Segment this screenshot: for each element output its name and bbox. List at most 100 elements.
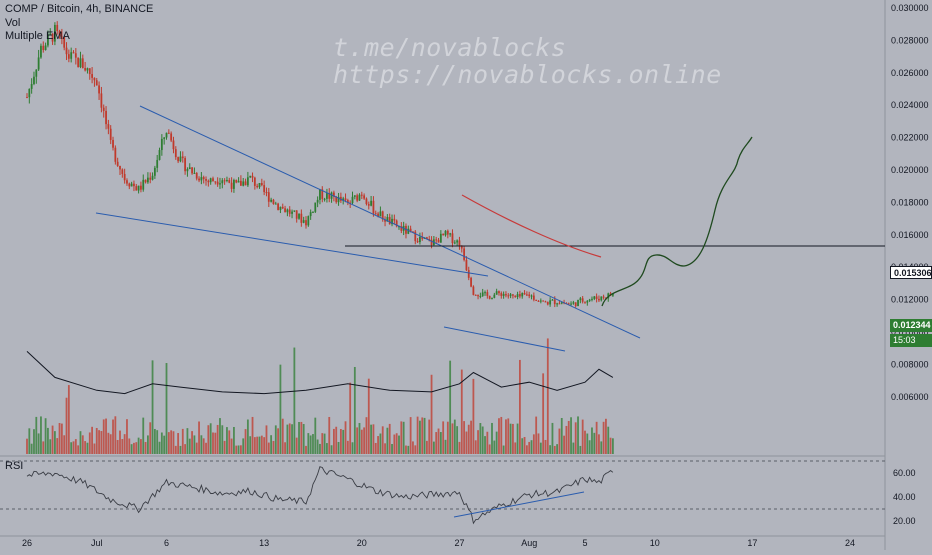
candle[interactable]: [54, 24, 56, 42]
candle[interactable]: [384, 219, 386, 222]
candle[interactable]: [295, 210, 298, 219]
candle[interactable]: [158, 150, 161, 160]
candle[interactable]: [444, 230, 447, 236]
candle[interactable]: [421, 236, 424, 239]
candle[interactable]: [512, 294, 514, 296]
candle[interactable]: [244, 181, 247, 186]
candle[interactable]: [391, 218, 393, 225]
candle[interactable]: [505, 294, 507, 296]
candle[interactable]: [137, 185, 140, 191]
ema-legend[interactable]: Multiple EMA: [5, 30, 70, 42]
candle[interactable]: [74, 53, 77, 58]
candle[interactable]: [214, 181, 217, 183]
candle[interactable]: [398, 226, 400, 228]
candle[interactable]: [235, 179, 238, 183]
rsi-line[interactable]: [26, 466, 614, 525]
candle[interactable]: [228, 180, 231, 183]
candle[interactable]: [49, 33, 52, 35]
candle[interactable]: [319, 189, 321, 200]
candle[interactable]: [47, 34, 49, 46]
candle[interactable]: [456, 240, 459, 243]
candle[interactable]: [549, 300, 552, 305]
candle[interactable]: [79, 58, 82, 68]
candle[interactable]: [370, 200, 372, 206]
candle[interactable]: [346, 200, 349, 203]
candle[interactable]: [277, 203, 279, 210]
candle[interactable]: [256, 185, 259, 188]
candle[interactable]: [460, 246, 463, 249]
candle[interactable]: [379, 211, 382, 217]
candle[interactable]: [28, 88, 31, 98]
candle[interactable]: [528, 294, 531, 297]
candle[interactable]: [274, 203, 277, 205]
candle[interactable]: [293, 210, 296, 212]
candle[interactable]: [493, 294, 496, 298]
candle[interactable]: [537, 300, 540, 302]
candle[interactable]: [207, 180, 210, 183]
candle[interactable]: [263, 185, 266, 193]
candle[interactable]: [446, 230, 449, 235]
candle[interactable]: [281, 206, 284, 209]
candle[interactable]: [351, 196, 354, 204]
candle[interactable]: [381, 211, 384, 220]
candle[interactable]: [116, 161, 119, 166]
candle[interactable]: [581, 298, 584, 302]
candle[interactable]: [428, 239, 431, 241]
candle[interactable]: [353, 195, 356, 197]
lower-trendline[interactable]: [95, 212, 489, 277]
candle[interactable]: [542, 300, 545, 302]
candle[interactable]: [193, 172, 196, 174]
candle[interactable]: [221, 180, 224, 184]
candle[interactable]: [479, 296, 482, 298]
candle[interactable]: [372, 200, 375, 214]
candle[interactable]: [251, 175, 254, 178]
candle[interactable]: [135, 186, 138, 191]
candle[interactable]: [212, 178, 214, 182]
candle[interactable]: [172, 140, 175, 150]
candle[interactable]: [200, 177, 203, 181]
candle[interactable]: [519, 294, 521, 297]
candle[interactable]: [525, 294, 528, 296]
candle[interactable]: [314, 202, 317, 212]
candle[interactable]: [133, 183, 135, 187]
candle[interactable]: [112, 139, 114, 148]
candle[interactable]: [307, 216, 310, 226]
candle[interactable]: [495, 291, 498, 295]
candle[interactable]: [486, 292, 489, 296]
candle[interactable]: [253, 177, 256, 186]
candle[interactable]: [344, 198, 347, 201]
candle[interactable]: [67, 54, 70, 59]
candle[interactable]: [260, 182, 263, 186]
candle[interactable]: [593, 296, 596, 299]
candle[interactable]: [100, 93, 103, 108]
candle[interactable]: [321, 189, 324, 199]
candle[interactable]: [156, 159, 159, 168]
candle[interactable]: [286, 209, 289, 213]
candle[interactable]: [298, 213, 300, 219]
candle[interactable]: [35, 69, 38, 77]
candle[interactable]: [305, 220, 307, 226]
candle[interactable]: [551, 299, 554, 301]
candle[interactable]: [130, 183, 133, 187]
candle[interactable]: [535, 299, 538, 301]
candle[interactable]: [584, 301, 586, 303]
candle[interactable]: [488, 295, 491, 299]
candle[interactable]: [416, 241, 419, 243]
candle[interactable]: [312, 211, 314, 213]
candle[interactable]: [60, 36, 63, 38]
candle[interactable]: [267, 192, 270, 202]
candle[interactable]: [358, 194, 361, 201]
candle[interactable]: [426, 237, 428, 240]
candle[interactable]: [163, 137, 166, 139]
candle[interactable]: [363, 195, 366, 199]
candle[interactable]: [365, 198, 368, 205]
candle[interactable]: [226, 180, 228, 182]
candle[interactable]: [121, 169, 124, 174]
candle[interactable]: [140, 185, 142, 190]
candle[interactable]: [44, 45, 47, 50]
candle[interactable]: [191, 167, 193, 174]
candle[interactable]: [586, 300, 589, 303]
candle[interactable]: [484, 292, 486, 294]
candle[interactable]: [451, 233, 454, 244]
